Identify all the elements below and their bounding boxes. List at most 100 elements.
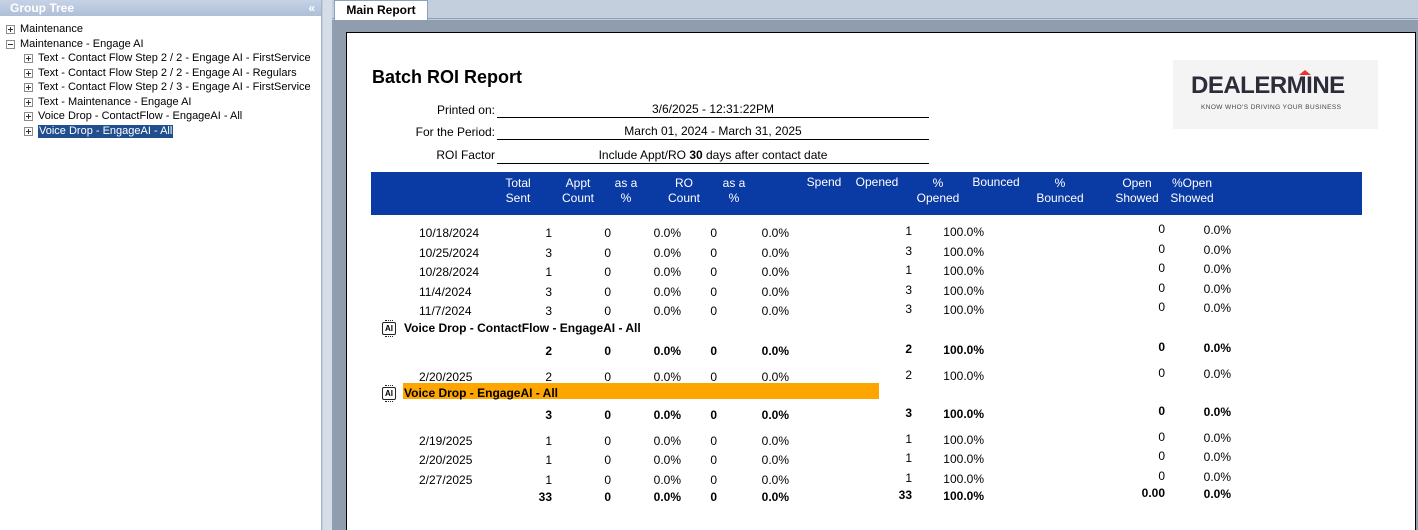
tree-node-label[interactable]: Text - Contact Flow Step 2 / 2 - Engage … xyxy=(38,52,311,64)
tree-node-label[interactable]: Text - Contact Flow Step 2 / 2 - Engage … xyxy=(38,67,297,79)
group-label[interactable]: Voice Drop - EngageAI - All xyxy=(404,386,559,400)
row-open-showed: 0 xyxy=(1158,469,1165,483)
row-date: 10/28/2024 xyxy=(419,265,480,279)
roi-prefix: Include Appt/RO xyxy=(598,148,690,162)
column-header-line1: % xyxy=(1054,176,1066,190)
expand-node-icon[interactable] xyxy=(24,98,33,107)
row-opened: 1 xyxy=(905,471,912,485)
row-appt-pct: 0.0% xyxy=(653,473,681,487)
expand-node-icon[interactable] xyxy=(24,54,33,63)
tree-node-label[interactable]: Text - Contact Flow Step 2 / 3 - Engage … xyxy=(38,81,311,93)
expand-node-icon[interactable] xyxy=(24,69,33,78)
row-opened: 2 xyxy=(905,368,912,382)
roi-factor-value: Include Appt/RO 30 days after contact da… xyxy=(497,146,929,164)
column-header: Open Showed xyxy=(1112,176,1162,206)
row-sent: 2 xyxy=(545,370,552,384)
row-sent: 1 xyxy=(545,265,552,279)
group-label[interactable]: Voice Drop - ContactFlow - EngageAI - Al… xyxy=(404,321,641,335)
row-open-showed: 0 xyxy=(1158,281,1165,295)
row-open-showed-pct: 0.0% xyxy=(1203,450,1231,464)
grand-total-ro-pct: 0.0% xyxy=(761,490,789,504)
logo-hat-icon xyxy=(1299,70,1311,75)
grand-total-open-showed: 0.00 xyxy=(1141,486,1165,500)
row-sent: 1 xyxy=(545,453,552,467)
row-appt: 0 xyxy=(604,285,611,299)
group-total-opened-pct: 100.0% xyxy=(943,407,984,421)
row-opened-pct: 100.0% xyxy=(943,369,984,383)
row-open-showed-pct: 0.0% xyxy=(1203,301,1231,315)
row-opened: 1 xyxy=(905,263,912,277)
group-total-open-showed: 0 xyxy=(1158,404,1165,418)
row-open-showed-pct: 0.0% xyxy=(1203,223,1231,237)
tree-node-label[interactable]: Maintenance - Engage AI xyxy=(20,38,144,50)
row-open-showed: 0 xyxy=(1158,366,1165,380)
collapse-panel-icon[interactable]: « xyxy=(308,1,315,15)
row-sent: 1 xyxy=(545,226,552,240)
grand-total-open-showed-pct: 0.0% xyxy=(1203,487,1231,501)
group-total-appt-pct: 0.0% xyxy=(653,344,681,358)
group-total-appt-pct: 0.0% xyxy=(653,408,681,422)
column-header-line1: %Open xyxy=(1171,176,1213,190)
tab-main-report[interactable]: Main Report xyxy=(334,0,428,20)
roi-suffix: days after contact date xyxy=(702,148,828,162)
column-header: Appt Count xyxy=(556,176,600,206)
column-header-line1: Spend xyxy=(806,175,842,189)
grand-total-sent: 33 xyxy=(538,490,552,504)
row-open-showed: 0 xyxy=(1158,300,1165,314)
group-total-open-showed-pct: 0.0% xyxy=(1203,405,1231,419)
column-header-line2: Showed xyxy=(1115,191,1159,205)
tree-node-label[interactable]: Voice Drop - EngageAI - All xyxy=(38,125,174,138)
column-header: % Bounced xyxy=(1032,176,1088,206)
tree-node-label[interactable]: Maintenance xyxy=(20,23,83,35)
tree-node-label[interactable]: Voice Drop - ContactFlow - EngageAI - Al… xyxy=(38,110,243,122)
ai-group-icon: AI xyxy=(382,320,396,337)
printed-on-label: Printed on: xyxy=(436,103,495,117)
group-total-appt: 0 xyxy=(604,344,611,358)
row-opened: 1 xyxy=(905,224,912,238)
row-opened-pct: 100.0% xyxy=(943,284,984,298)
expand-node-icon[interactable] xyxy=(24,112,33,121)
panel-splitter[interactable] xyxy=(323,0,332,530)
row-appt: 0 xyxy=(604,473,611,487)
group-total-open-showed-pct: 0.0% xyxy=(1203,341,1231,355)
column-header-line1: Total xyxy=(505,176,531,190)
dealermine-logo: DEALERMINE KNOW WHO'S DRIVING YOUR BUSIN… xyxy=(1173,60,1378,129)
row-ro: 0 xyxy=(710,473,717,487)
row-opened-pct: 100.0% xyxy=(943,472,984,486)
ai-group-icon: AI xyxy=(382,385,396,402)
column-header: as a% xyxy=(714,176,754,206)
expand-node-icon[interactable] xyxy=(6,25,15,34)
column-header-line1: Open xyxy=(1122,176,1152,190)
column-header: % Opened xyxy=(912,176,964,206)
row-open-showed-pct: 0.0% xyxy=(1203,282,1231,296)
row-sent: 3 xyxy=(545,304,552,318)
row-opened: 3 xyxy=(905,283,912,297)
column-header-line1: Appt xyxy=(565,176,591,190)
expand-node-icon[interactable] xyxy=(24,127,33,136)
column-header-line2: Count xyxy=(561,191,595,205)
column-header-line2: Count xyxy=(667,191,701,205)
group-total-ro: 0 xyxy=(710,408,717,422)
grand-total-appt-pct: 0.0% xyxy=(653,490,681,504)
report-title: Batch ROI Report xyxy=(372,67,523,87)
row-date: 2/27/2025 xyxy=(419,473,473,487)
row-appt-pct: 0.0% xyxy=(653,285,681,299)
group-total-opened: 3 xyxy=(905,406,912,420)
logo-tagline: KNOW WHO'S DRIVING YOUR BUSINESS xyxy=(1201,104,1342,111)
collapse-node-icon[interactable] xyxy=(6,40,15,49)
row-appt-pct: 0.0% xyxy=(653,453,681,467)
row-open-showed: 0 xyxy=(1158,261,1165,275)
column-header: Spend xyxy=(800,175,848,190)
group-tree-header: Group Tree « xyxy=(0,0,321,16)
grand-total-appt: 0 xyxy=(604,490,611,504)
tree-node-label[interactable]: Text - Maintenance - Engage AI xyxy=(38,96,192,108)
row-appt-pct: 0.0% xyxy=(653,434,681,448)
group-total-appt: 0 xyxy=(604,408,611,422)
group-tree-title: Group Tree xyxy=(10,1,75,15)
expand-node-icon[interactable] xyxy=(24,83,33,92)
row-ro: 0 xyxy=(710,285,717,299)
row-open-showed: 0 xyxy=(1158,242,1165,256)
group-total-opened: 2 xyxy=(905,342,912,356)
row-date: 11/4/2024 xyxy=(419,285,472,299)
column-header-line1: % xyxy=(932,176,944,190)
